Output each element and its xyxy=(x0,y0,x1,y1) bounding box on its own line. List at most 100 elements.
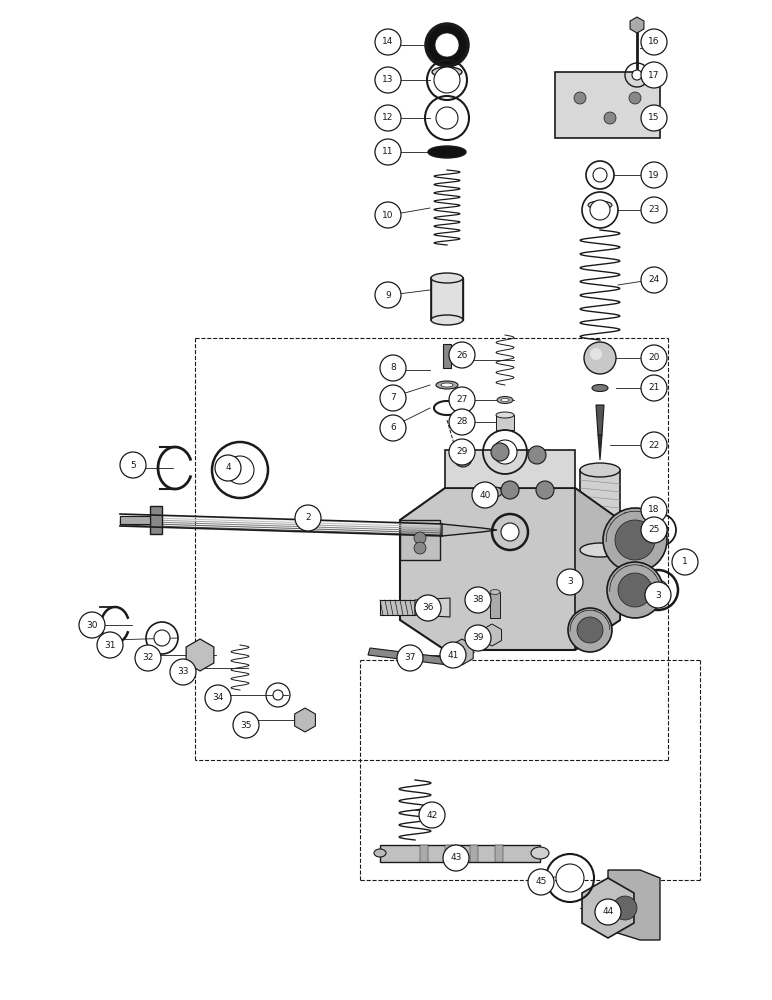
Text: 30: 30 xyxy=(86,620,98,630)
Circle shape xyxy=(449,342,475,368)
Circle shape xyxy=(528,446,546,464)
Ellipse shape xyxy=(490,589,500,594)
Circle shape xyxy=(154,630,170,646)
Text: 37: 37 xyxy=(405,654,416,662)
Text: 21: 21 xyxy=(648,383,660,392)
Ellipse shape xyxy=(428,146,466,158)
Text: 40: 40 xyxy=(479,490,491,499)
Text: 35: 35 xyxy=(240,720,252,730)
Text: 41: 41 xyxy=(447,650,459,660)
Text: 29: 29 xyxy=(456,448,468,456)
Ellipse shape xyxy=(496,412,514,418)
Ellipse shape xyxy=(488,487,502,497)
Circle shape xyxy=(593,168,607,182)
Polygon shape xyxy=(380,845,540,862)
Text: 11: 11 xyxy=(382,147,394,156)
Text: 16: 16 xyxy=(648,37,660,46)
Text: 12: 12 xyxy=(382,113,394,122)
Text: 18: 18 xyxy=(648,506,660,514)
Ellipse shape xyxy=(441,383,453,387)
Polygon shape xyxy=(368,648,450,665)
Polygon shape xyxy=(575,488,620,650)
Circle shape xyxy=(414,542,426,554)
Text: 8: 8 xyxy=(390,363,396,372)
Ellipse shape xyxy=(580,463,620,477)
Circle shape xyxy=(629,92,641,104)
Text: 24: 24 xyxy=(648,275,659,284)
Text: 45: 45 xyxy=(535,878,547,886)
Circle shape xyxy=(577,617,603,643)
Circle shape xyxy=(375,67,401,93)
Circle shape xyxy=(375,29,401,55)
Ellipse shape xyxy=(431,273,463,283)
Text: 7: 7 xyxy=(390,393,396,402)
Text: 14: 14 xyxy=(382,37,394,46)
Ellipse shape xyxy=(588,201,612,209)
Text: 33: 33 xyxy=(178,668,188,676)
Circle shape xyxy=(233,712,259,738)
Text: 22: 22 xyxy=(648,440,659,450)
Circle shape xyxy=(618,573,652,607)
Polygon shape xyxy=(443,344,451,368)
Circle shape xyxy=(641,345,667,371)
Circle shape xyxy=(501,481,519,499)
Circle shape xyxy=(205,685,231,711)
Circle shape xyxy=(603,508,667,572)
Polygon shape xyxy=(400,520,440,560)
Circle shape xyxy=(415,595,441,621)
Text: 20: 20 xyxy=(648,354,660,362)
Circle shape xyxy=(443,845,469,871)
Circle shape xyxy=(215,455,241,481)
Ellipse shape xyxy=(436,381,458,389)
Circle shape xyxy=(652,522,668,538)
Polygon shape xyxy=(580,470,620,550)
Circle shape xyxy=(641,517,667,543)
Circle shape xyxy=(79,612,105,638)
Polygon shape xyxy=(442,524,497,536)
Text: 5: 5 xyxy=(130,460,136,470)
Circle shape xyxy=(641,197,667,223)
Circle shape xyxy=(465,587,491,613)
Polygon shape xyxy=(431,278,463,320)
Text: 36: 36 xyxy=(422,603,434,612)
Polygon shape xyxy=(598,435,602,460)
Polygon shape xyxy=(608,870,660,940)
Circle shape xyxy=(632,70,642,80)
Circle shape xyxy=(590,200,610,220)
Text: 28: 28 xyxy=(456,418,468,426)
Circle shape xyxy=(449,439,475,465)
Ellipse shape xyxy=(374,849,386,857)
Circle shape xyxy=(590,348,602,360)
Polygon shape xyxy=(596,405,604,435)
Circle shape xyxy=(648,580,668,600)
Circle shape xyxy=(607,562,663,618)
Text: 39: 39 xyxy=(472,634,484,643)
Circle shape xyxy=(557,569,583,595)
Ellipse shape xyxy=(431,315,463,325)
Text: 13: 13 xyxy=(382,76,394,85)
Circle shape xyxy=(501,523,519,541)
Ellipse shape xyxy=(497,396,513,403)
Text: 32: 32 xyxy=(142,654,154,662)
Ellipse shape xyxy=(592,384,608,391)
Circle shape xyxy=(672,549,698,575)
Text: 15: 15 xyxy=(648,113,660,122)
Text: 26: 26 xyxy=(456,351,468,360)
Circle shape xyxy=(449,387,475,413)
Circle shape xyxy=(615,520,655,560)
Circle shape xyxy=(375,282,401,308)
Circle shape xyxy=(645,582,671,608)
Circle shape xyxy=(493,440,517,464)
Circle shape xyxy=(380,415,406,441)
Circle shape xyxy=(97,632,123,658)
Polygon shape xyxy=(495,845,503,862)
Circle shape xyxy=(641,432,667,458)
Text: 3: 3 xyxy=(655,590,661,599)
Circle shape xyxy=(273,690,283,700)
Circle shape xyxy=(414,532,426,544)
Text: 43: 43 xyxy=(450,854,462,862)
Polygon shape xyxy=(555,72,660,138)
Circle shape xyxy=(528,869,554,895)
Circle shape xyxy=(574,92,586,104)
Circle shape xyxy=(465,625,491,651)
